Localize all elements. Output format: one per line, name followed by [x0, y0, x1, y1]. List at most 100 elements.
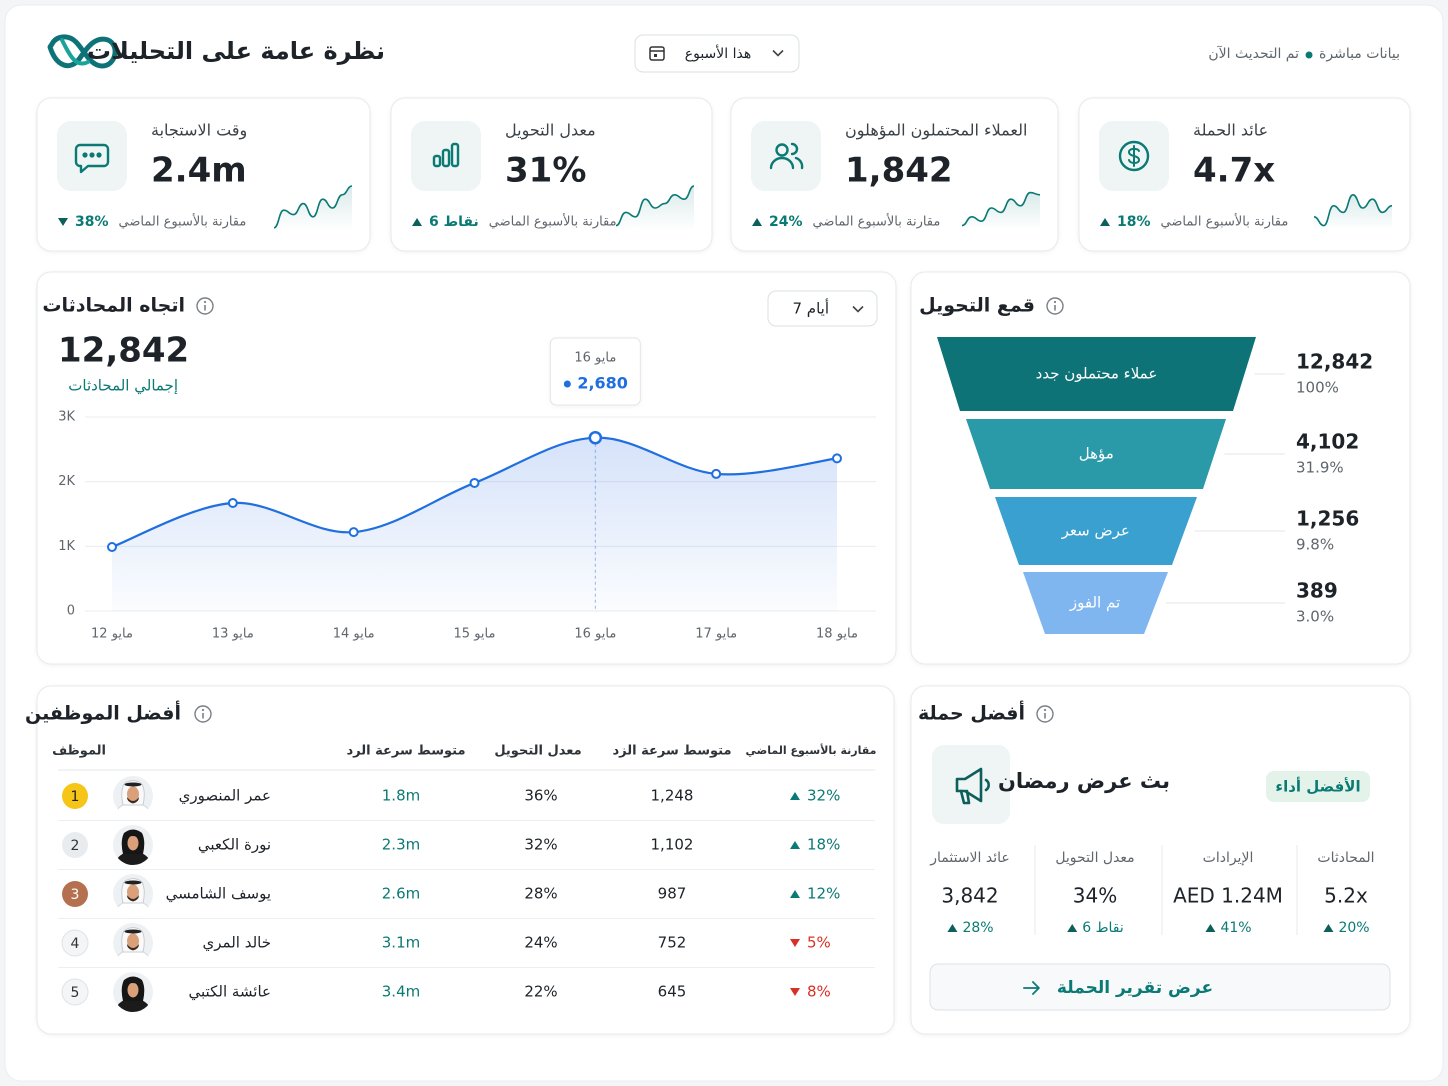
- person2-head: [790, 142, 799, 156]
- stat-change: 6 نقاط: [1082, 920, 1124, 936]
- kpi-value: 4.7x: [1193, 151, 1275, 191]
- trend-arrow: [412, 218, 422, 226]
- employee-name: نورة الكعبي: [198, 836, 271, 855]
- rank: 3: [71, 887, 80, 903]
- kpi-value: 2.4m: [151, 151, 247, 191]
- funnel-title: قمع التحويل: [919, 295, 1035, 317]
- report-button-label: عرض تقرير الحملة: [1057, 978, 1213, 998]
- person-body: [769, 156, 795, 170]
- campaign-name: بث عرض رمضان: [998, 769, 1170, 793]
- column-header: الموظف: [52, 744, 106, 759]
- kpi-compare: مقارنة بالأسبوع الماضي: [489, 213, 617, 230]
- kpi-value: 1,842: [845, 151, 953, 191]
- line-point[interactable]: [588, 430, 603, 445]
- employee-name: يوسف الشامسي: [166, 885, 271, 904]
- info-ring: [194, 705, 212, 723]
- report-button[interactable]: [929, 963, 1391, 1011]
- avatar-beard: [127, 944, 139, 951]
- info-icon: [1046, 297, 1064, 315]
- kpi-title: معدل التحويل: [505, 121, 596, 141]
- campaign-title: أفضل حملة: [918, 701, 1025, 725]
- stat-label: معدل التحويل: [1055, 850, 1134, 866]
- chevron: [772, 49, 784, 57]
- trend-arrow: [790, 792, 800, 800]
- range-dropdown[interactable]: [767, 290, 878, 327]
- stat-change: 20%: [1338, 920, 1369, 936]
- dollar-sign: [1128, 145, 1140, 167]
- trend-arrow: [58, 218, 68, 226]
- line-point[interactable]: [711, 468, 722, 479]
- column-header: متوسط سرعة الزد: [613, 744, 732, 759]
- kpi-title: عائد الحملة: [1193, 121, 1268, 140]
- funnel-share: 9.8%: [1296, 536, 1334, 554]
- rank: 2: [71, 838, 80, 854]
- calendar-body: [649, 46, 665, 61]
- y-tick-label: 1K: [58, 539, 75, 554]
- avatar-beard: [127, 895, 139, 902]
- line-point[interactable]: [348, 527, 359, 538]
- info-dot: [201, 708, 205, 712]
- column-header: متوسط سرعة الرد: [347, 744, 466, 759]
- line-point[interactable]: [469, 477, 480, 488]
- funnel-stage-label: تم الفوز: [1069, 594, 1120, 612]
- megaphone-wave: [984, 778, 990, 792]
- bar-icon: [450, 142, 460, 168]
- tooltip: [549, 337, 641, 406]
- avatar-face: [127, 884, 139, 900]
- reply-count: 752: [658, 934, 687, 952]
- logo: [47, 34, 118, 69]
- page-title: نظرة عامة على التحليلات: [87, 37, 385, 65]
- info-dot: [1043, 708, 1047, 712]
- chat-dot: [82, 152, 88, 158]
- info-dot: [203, 300, 207, 304]
- funnel-stage: [937, 337, 1256, 411]
- chat-dot: [89, 152, 95, 158]
- reply-count: 645: [658, 983, 687, 1001]
- button-arrow: [1023, 981, 1040, 995]
- sparkline-area: [1314, 194, 1392, 230]
- trend-arrow: [790, 841, 800, 849]
- line-point[interactable]: [832, 453, 842, 464]
- response-time: 3.1m: [382, 934, 420, 952]
- employee-name: عائشة الكتبي: [189, 983, 271, 1002]
- x-tick-label: 17 مايو: [695, 627, 737, 642]
- info-ring: [196, 297, 214, 315]
- kpi-icon: [769, 142, 804, 170]
- stat-value: 3,842: [941, 884, 998, 908]
- y-tick-label: 3K: [58, 410, 75, 425]
- funnel-stage-label: عرض سعر: [1061, 522, 1130, 540]
- funnel-count: 12,842: [1296, 350, 1373, 374]
- chat-dot: [96, 152, 102, 158]
- avatar-agal: [124, 782, 142, 787]
- avatar-face: [127, 786, 139, 802]
- info-icon: [196, 297, 214, 315]
- avatar-face: [127, 835, 139, 851]
- funnel-stage-label: عملاء محتملون جدد: [1036, 365, 1158, 383]
- funnel-stage-label: مؤهل: [1079, 445, 1114, 463]
- info-icon: [194, 705, 212, 723]
- avatar-face: [127, 982, 139, 998]
- kpi-change: 6 نقاط: [429, 214, 479, 230]
- stat-change: 28%: [962, 920, 993, 936]
- line-point[interactable]: [227, 498, 238, 509]
- sparkline: [1313, 193, 1393, 227]
- kpi-change: 18%: [1117, 214, 1151, 230]
- avatar-beard: [127, 797, 139, 804]
- funnel-stage: [1023, 572, 1168, 634]
- trend-arrow: [1100, 218, 1110, 226]
- line-point[interactable]: [107, 541, 117, 552]
- trend-arrow: [790, 939, 800, 947]
- badge: [1266, 771, 1370, 802]
- funnel-stage: [995, 497, 1197, 565]
- period-dropdown[interactable]: [634, 34, 800, 73]
- kpi-title: وقت الاستجابة: [151, 121, 247, 141]
- info-icon: [1036, 705, 1054, 723]
- funnel-share: 31.9%: [1296, 459, 1344, 477]
- avatar-face: [127, 933, 139, 949]
- stat-label: الإيرادات: [1203, 850, 1254, 866]
- conversion-rate: 36%: [524, 787, 557, 805]
- kpi-change: 24%: [769, 214, 803, 230]
- funnel-share: 100%: [1296, 379, 1339, 397]
